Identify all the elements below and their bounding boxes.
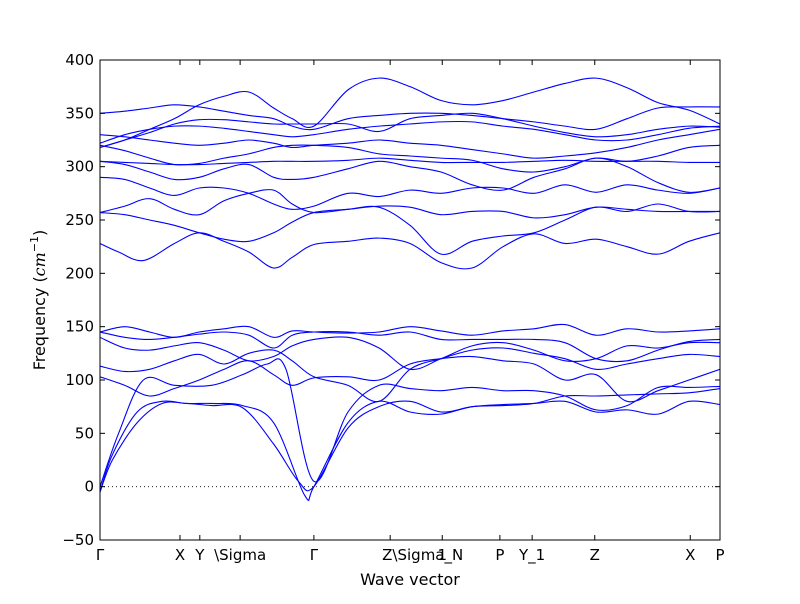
band-line-15 <box>100 144 720 173</box>
y-tick-label: 50 <box>75 424 94 442</box>
y-axis-label-exponent: −1 <box>28 236 41 252</box>
x-tick-label: P <box>715 546 724 564</box>
band-line-20 <box>100 77 720 148</box>
x-tick-label: P <box>495 546 504 564</box>
x-tick-label: 1 <box>437 546 447 564</box>
x-ticks: Γ X Y \Sigma Γ Z\Sigma_N1 P Y_1 Z X P <box>96 60 725 565</box>
y-tick-label: 250 <box>65 211 94 229</box>
y-tick-label: 300 <box>65 158 94 176</box>
y-axis-label: Frequency (cm−1) <box>28 230 49 371</box>
x-tick-label: Y_1 <box>518 546 545 565</box>
y-tick-label: −50 <box>62 531 94 549</box>
y-tick-label: 100 <box>65 371 94 389</box>
band-line-3 <box>100 358 720 487</box>
y-tick-label: 350 <box>65 104 94 122</box>
plot-frame <box>99 59 721 541</box>
band-line-6 <box>100 336 720 371</box>
band-line-7 <box>100 331 720 363</box>
band-line-18 <box>100 112 720 148</box>
x-tick-label: \Sigma <box>214 546 266 564</box>
band-line-17 <box>100 120 720 144</box>
band-line-8 <box>100 323 720 338</box>
y-ticks: −50 0 50 100 150 200 250 300 350 400 <box>62 51 720 549</box>
band-line-4 <box>100 355 720 403</box>
x-tick-label: Y <box>194 546 205 564</box>
band-line-9 <box>100 232 720 270</box>
band-line-19 <box>100 104 720 131</box>
y-axis-label-close: ) <box>30 230 49 236</box>
x-tick-label: Γ <box>310 546 319 564</box>
band-line-5 <box>100 347 720 403</box>
x-axis-label: Wave vector <box>360 570 460 589</box>
band-line-11 <box>100 189 720 219</box>
y-axis-label-main: Frequency ( <box>30 276 49 370</box>
y-tick-label: 150 <box>65 318 94 336</box>
y-tick-label: 0 <box>84 478 94 496</box>
x-tick-label: X <box>175 546 185 564</box>
x-tick-label: Γ <box>96 546 105 564</box>
x-tick-label: X <box>685 546 695 564</box>
band-line-16 <box>100 128 720 159</box>
series-layer <box>100 77 720 501</box>
x-tick-label: Z <box>590 546 600 564</box>
band-line-12 <box>100 176 720 210</box>
y-tick-label: 200 <box>65 264 94 282</box>
y-axis-label-unit: cm <box>30 252 49 276</box>
y-tick-label: 400 <box>65 51 94 69</box>
x-tick-label: Z\Sigma_N <box>382 546 463 565</box>
